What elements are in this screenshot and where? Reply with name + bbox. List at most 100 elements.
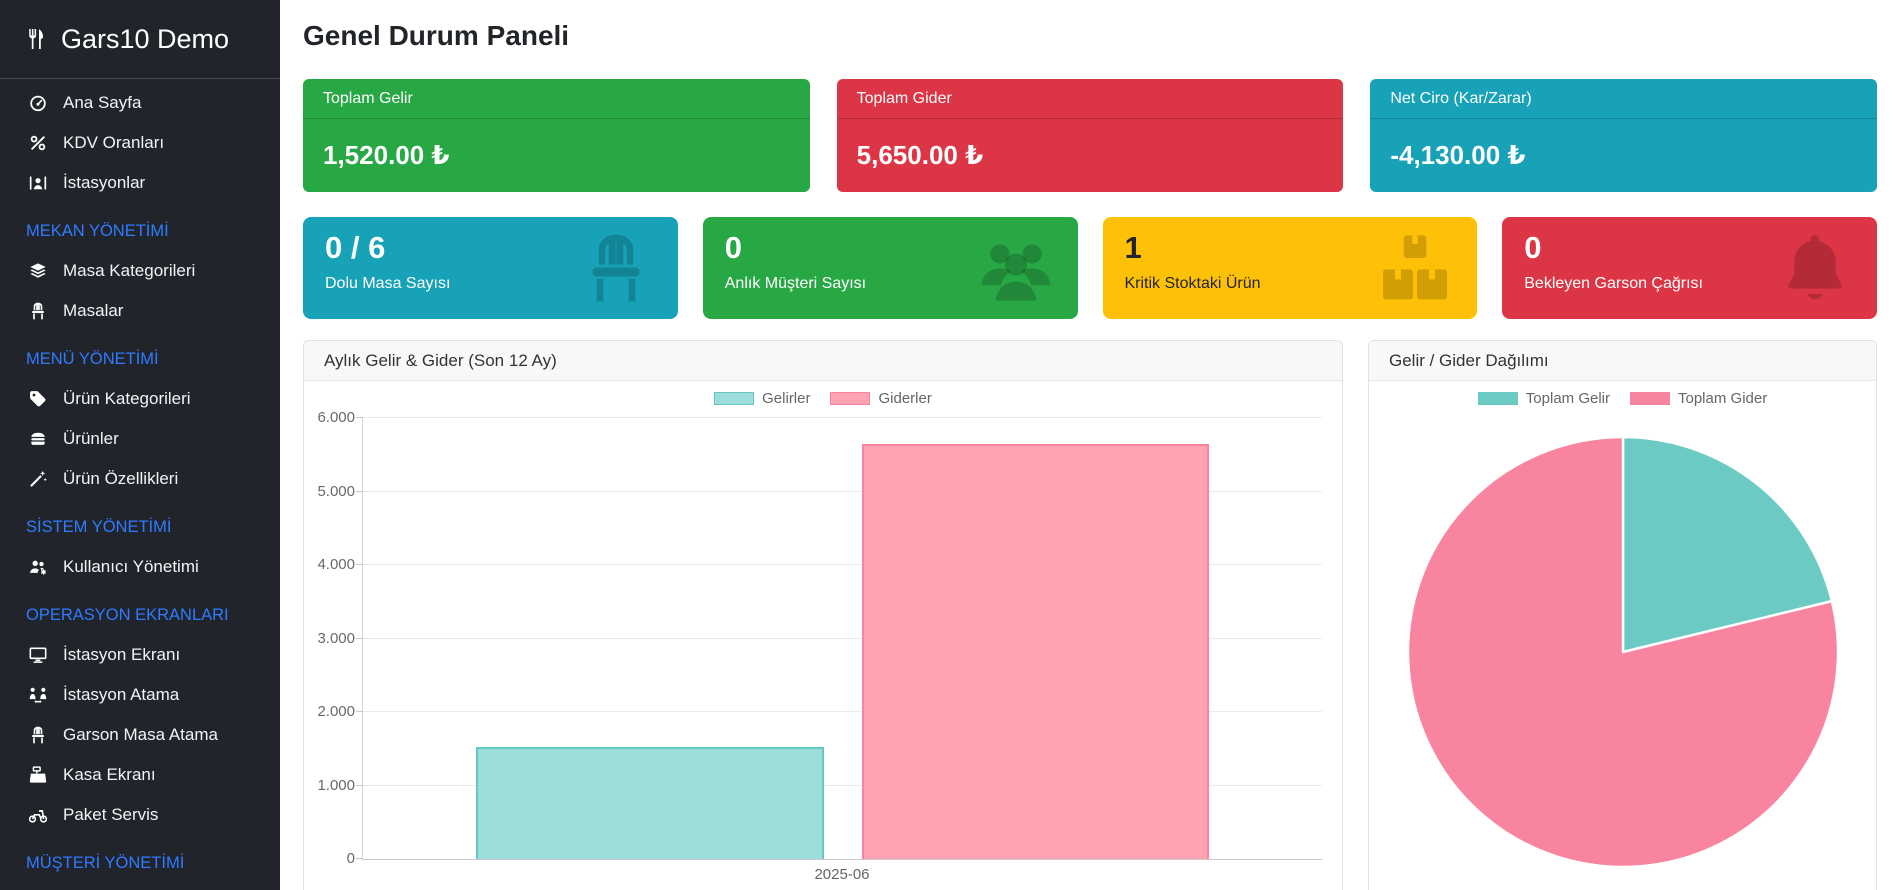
y-tick-label: 4.000 [317, 556, 355, 574]
stat-card-title: Toplam Gelir [303, 79, 810, 119]
y-tick-mark [356, 564, 363, 566]
sidebar-item-u-ru-n-kategorileri[interactable]: Ürün Kategorileri [0, 379, 280, 419]
sidebar-item-label: Ürünler [63, 429, 119, 448]
bar-chart-body: Gelirler Giderler 0 1.000 2.000 3.000 4.000 5.… [304, 381, 1342, 883]
sidebar-item-label: Ana Sayfa [63, 93, 142, 112]
chair-icon [28, 301, 48, 321]
sidebar-item-paket-servis[interactable]: Paket Servis [0, 795, 280, 835]
sidebar-section-mu-s-teri-yo-neti-mi: MÜŞTERİ YÖNETİMİ [26, 853, 185, 872]
y-tick-mark [356, 490, 363, 492]
bar-gelirler[interactable] [476, 747, 824, 859]
sidebar-item-i-stasyon-atama[interactable]: İstasyon Atama [0, 675, 280, 715]
legend-item-giderler[interactable]: Giderler [830, 390, 932, 407]
charts-row: Aylık Gelir & Gider (Son 12 Ay) Gelirler… [303, 340, 1877, 890]
sidebar-item-label: İstasyonlar [63, 173, 146, 192]
sidebar-item-label: Masa Kategorileri [63, 261, 196, 280]
chair-icon [28, 725, 48, 745]
y-tick-label: 0 [346, 850, 355, 867]
bar-chart-x-tick-label: 2025-06 [814, 866, 870, 883]
stat-card-value: 1,520.00 ₺ [323, 140, 450, 170]
legend-label: Toplam Gelir [1525, 390, 1610, 407]
station-icon [28, 173, 48, 193]
info-card-label: Dolu Masa Sayısı [325, 274, 451, 292]
info-card-bekleyen-garson-c-ag-r-s: 0 Bekleyen Garson Çağrısı [1502, 217, 1877, 319]
sidebar-item-u-ru-n-o-zellikleri[interactable]: Ürün Özellikleri [0, 459, 280, 499]
sidebar-item-kullan-c-yo-netimi[interactable]: Kullanıcı Yönetimi [0, 547, 280, 587]
sidebar-item-label: Garson Masa Atama [63, 725, 218, 744]
pie-slice-toplam-gider[interactable] [1406, 435, 1839, 869]
percent-icon [28, 133, 48, 153]
y-tick-mark [356, 858, 363, 859]
bell-icon [1775, 228, 1855, 308]
sidebar-section-menu-yo-neti-mi: MENÜ YÖNETİMİ [26, 349, 159, 368]
sidebar-item-i-stasyon-ekran[interactable]: İstasyon Ekranı [0, 635, 280, 675]
sidebar-item-label: İstasyon Atama [63, 685, 180, 704]
sidebar-item-kasa-ekran[interactable]: Kasa Ekranı [0, 755, 280, 795]
gridline [363, 564, 1322, 566]
sidebar-item-ana-sayfa[interactable]: Ana Sayfa [0, 83, 280, 123]
pie-slice-toplam-gelir[interactable] [1621, 435, 1833, 654]
bar-chart-legend: Gelirler Giderler [324, 390, 1322, 407]
people-arrows-icon [28, 685, 48, 705]
pie-chart-body: Toplam Gelir Toplam Gider [1369, 381, 1876, 872]
info-card-dolu-masa-say-s: 0 / 6 Dolu Masa Sayısı [303, 217, 678, 319]
sidebar: Gars10 Demo Ana Sayfa KDV Oranları İstasyo… [0, 0, 280, 890]
sidebar-item-masalar[interactable]: Masalar [0, 291, 280, 331]
sidebar-item-label: KDV Oranları [63, 133, 165, 152]
gridline [363, 637, 1322, 639]
info-card-value: 0 / 6 [325, 230, 386, 265]
info-card-value: 0 [724, 230, 742, 265]
sidebar-item-u-ru-nler[interactable]: Ürünler [0, 419, 280, 459]
y-tick-mark [356, 637, 363, 639]
gridline [363, 784, 1322, 786]
chair-icon [576, 228, 656, 308]
y-tick-mark [356, 417, 363, 418]
sidebar-item-label: Masalar [63, 301, 124, 320]
sidebar-item-garson-masa-atama[interactable]: Garson Masa Atama [0, 715, 280, 755]
info-card-value: 0 [1524, 230, 1542, 265]
stat-card-net-ciro-kar-zarar: Net Ciro (Kar/Zarar) -4,130.00 ₺ [1370, 79, 1877, 192]
sidebar-item-label: İstasyon Ekranı [63, 645, 181, 664]
sidebar-section-operasyon-ekranlari: OPERASYON EKRANLARI [26, 605, 229, 624]
motorcycle-icon [28, 805, 48, 825]
info-card-value: 1 [1124, 230, 1142, 265]
tags-icon [28, 389, 48, 409]
brand[interactable]: Gars10 Demo [0, 0, 280, 79]
users-icon [976, 228, 1056, 308]
legend-label: Gelirler [762, 390, 811, 407]
layers-icon [28, 261, 48, 281]
gridline [363, 417, 1322, 418]
gridline [363, 711, 1322, 713]
legend-item-toplam-gelir[interactable]: Toplam Gelir [1477, 390, 1610, 407]
stat-card-title: Net Ciro (Kar/Zarar) [1370, 79, 1877, 119]
bars-container [363, 418, 1322, 859]
main-content: Genel Durum Paneli Toplam Gelir 1,520.00 … [280, 0, 1893, 890]
pie-chart-title: Gelir / Gider Dağılımı [1369, 341, 1876, 381]
brand-label: Gars10 Demo [61, 23, 230, 54]
pie-chart-wrap [1389, 418, 1856, 872]
y-tick-mark [356, 711, 363, 713]
info-card-anl-k-mu-s-teri-say-s: 0 Anlık Müşteri Sayısı [702, 217, 1078, 319]
legend-item-toplam-gider[interactable]: Toplam Gider [1630, 390, 1767, 407]
info-card-row: 0 / 6 Dolu Masa Sayısı 0 Anlık Müşteri Sayı… [303, 217, 1877, 319]
boxes-icon [1375, 228, 1455, 308]
bar-giderler[interactable] [861, 443, 1209, 859]
y-tick-label: 5.000 [317, 482, 355, 500]
stat-card-value: 5,650.00 ₺ [856, 140, 984, 170]
legend-swatch [714, 392, 755, 405]
legend-item-gelirler[interactable]: Gelirler [714, 390, 811, 407]
bar-chart-title: Aylık Gelir & Gider (Son 12 Ay) [304, 341, 1342, 381]
sidebar-item-masa-kategorileri[interactable]: Masa Kategorileri [0, 251, 280, 291]
sidebar-item-i-stasyonlar[interactable]: İstasyonlar [0, 163, 280, 203]
info-card-label: Bekleyen Garson Çağrısı [1524, 274, 1703, 292]
sidebar-item-label: Kullanıcı Yönetimi [63, 557, 199, 576]
users-gear-icon [28, 557, 48, 577]
stat-card-toplam-gider: Toplam Gider 5,650.00 ₺ [836, 79, 1344, 192]
pie-chart-legend: Toplam Gelir Toplam Gider [1389, 390, 1856, 407]
pie-chart-card: Gelir / Gider Dağılımı Toplam Gelir Topla… [1368, 340, 1877, 890]
sidebar-item-kdv-oranlar[interactable]: KDV Oranları [0, 123, 280, 163]
sidebar-section-mekan-yo-neti-mi: MEKAN YÖNETİMİ [26, 221, 169, 240]
y-tick-label: 2.000 [317, 703, 355, 721]
legend-swatch [830, 392, 871, 405]
